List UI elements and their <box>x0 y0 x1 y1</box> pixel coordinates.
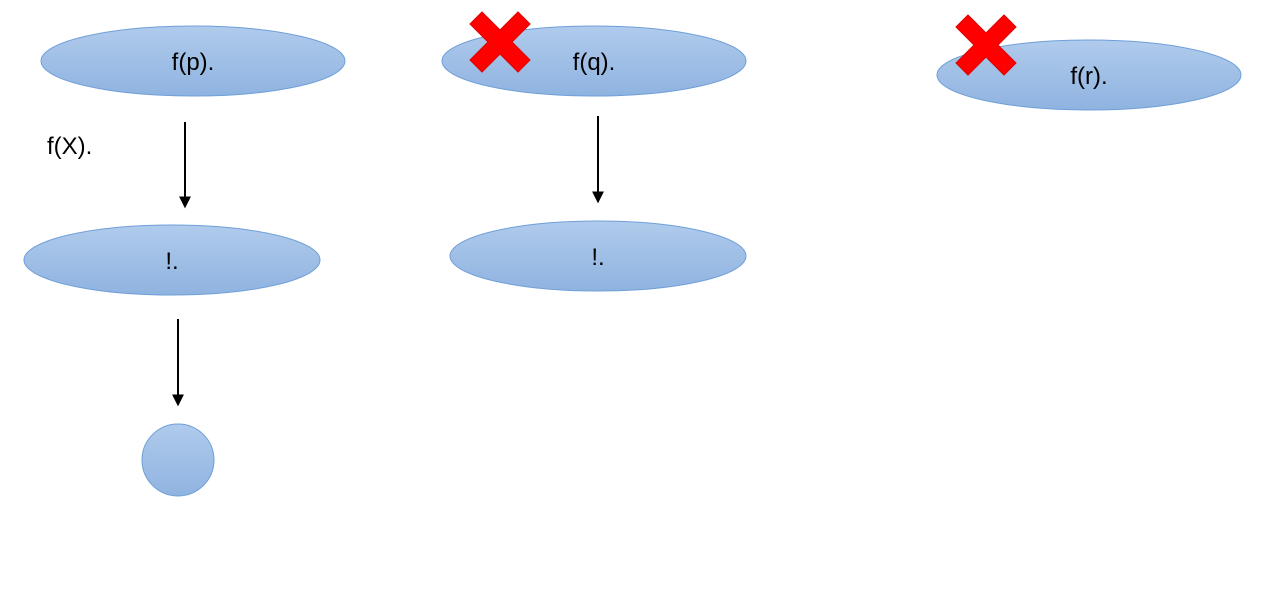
node-cut-mid-label: !. <box>591 244 604 271</box>
cross-icon <box>955 14 1017 76</box>
node-fp: f(p). <box>40 25 346 97</box>
node-cut-left: !. <box>23 224 321 296</box>
edge-label-fx: f(X). <box>47 133 92 160</box>
node-fp-label: f(p). <box>172 49 215 76</box>
node-cut-mid: !. <box>449 220 747 292</box>
node-fq: f(q). <box>441 25 747 97</box>
success-node <box>141 423 215 497</box>
node-fr-label: f(r). <box>1070 63 1107 90</box>
node-fr: f(r). <box>936 39 1242 111</box>
cross-icon <box>469 11 531 73</box>
node-cut-left-label: !. <box>165 248 178 275</box>
node-fq-label: f(q). <box>573 49 616 76</box>
